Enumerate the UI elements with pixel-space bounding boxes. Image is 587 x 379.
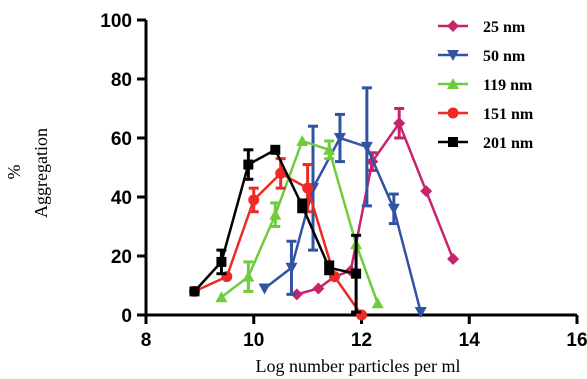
data-point-triangle-up [323,143,336,155]
data-point-square [324,262,335,273]
legend-label: 25 nm [483,19,526,36]
legend-item: 151 nm [438,106,534,123]
x-tick-label: 12 [351,330,372,351]
x-axis-title: Log number particles per ml [256,356,461,376]
data-point-diamond [393,117,406,130]
data-point-triangle-up [447,78,459,89]
legend-item: 119 nm [438,77,533,94]
series-151-nm [188,157,367,321]
data-point-circle [275,167,287,179]
data-point-diamond [447,20,459,32]
data-point-triangle-down [387,203,400,215]
data-point-square [351,268,362,279]
data-point-circle [248,194,260,206]
series-25-nm [290,107,460,301]
data-point-triangle-down [360,141,373,153]
y-tick-label: 80 [111,70,132,91]
data-point-square [216,256,227,267]
y-tick-label: 60 [111,129,132,150]
data-point-square [270,144,281,155]
data-point-triangle-up [371,297,384,309]
data-point-triangle-down [333,133,346,144]
y-axis-title-line1: % [4,165,24,180]
legend: 25 nm 50 nm 119 nm 151 nm 201 nm [438,19,534,152]
y-tick-label: 20 [111,247,132,268]
legend-label: 151 nm [483,106,534,123]
data-point-diamond [420,185,433,198]
series-119-nm [215,134,384,309]
x-tick-label: 16 [566,330,587,351]
x-tick-label: 8 [141,330,152,351]
legend-label: 201 nm [483,135,534,152]
data-point-triangle-down [414,307,427,319]
x-tick-label: 14 [459,330,481,351]
legend-item: 201 nm [438,135,534,152]
series-line [296,120,455,296]
data-point-triangle-down [258,283,271,295]
y-tick-label: 40 [111,188,132,209]
series-201-nm [189,144,362,314]
data-point-triangle-up [269,208,282,220]
series-layer [188,86,460,321]
data-point-triangle-down [285,262,298,274]
y-axis-title-line2: Aggregation [31,128,51,218]
series-line [193,171,363,316]
data-point-triangle-up [296,134,309,146]
data-point-triangle-up [215,291,228,303]
data-point-diamond [290,288,303,301]
legend-label: 119 nm [483,77,533,94]
legend-label: 50 nm [483,48,526,65]
legend-item: 25 nm [438,19,526,36]
data-point-square [297,200,308,211]
y-tick-label: 0 [121,306,132,327]
legend-item: 50 nm [438,48,526,65]
data-point-square [189,286,200,297]
y-tick-label: 100 [100,11,132,32]
data-point-circle [447,107,459,119]
axes: 0 20 40 60 80 100 8 10 12 14 16 [100,11,587,351]
data-point-circle [302,182,314,194]
data-point-triangle-down [447,50,459,61]
data-point-square [243,159,254,170]
data-point-diamond [312,282,325,295]
data-point-triangle-up [242,270,255,282]
data-point-square [448,137,458,147]
data-point-diamond [447,252,460,265]
x-tick-label: 10 [243,330,264,351]
